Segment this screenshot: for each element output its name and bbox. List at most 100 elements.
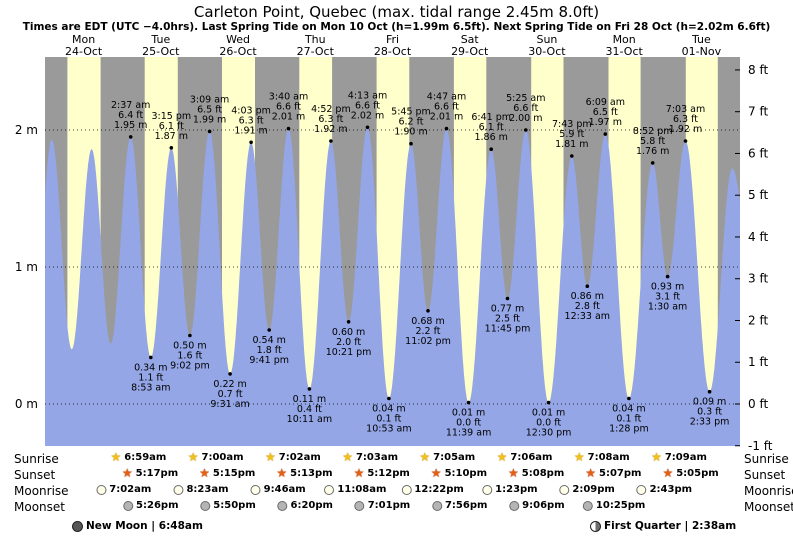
low-tide-dot xyxy=(346,320,351,324)
low-tide-dot xyxy=(665,274,670,279)
row-label-moonset-right: Moonset xyxy=(744,500,793,514)
day-label: Sun 30-Oct xyxy=(528,33,566,58)
sunrise-star-icon: ★ xyxy=(573,450,585,464)
sunrise-time: 7:09am xyxy=(664,452,707,463)
sunrise-star-icon: ★ xyxy=(496,450,508,464)
moonrise-time: 9:46am xyxy=(263,484,306,495)
high-tide-annotation: 4:13 am 6.6 ft 2.02 m xyxy=(348,90,387,121)
y-axis-left-label: 0 m xyxy=(15,397,38,411)
low-tide-annotation: 0.60 m 2.0 ft 10:21 pm xyxy=(326,327,372,358)
sunrise-entry: ★ 7:00am xyxy=(187,450,244,464)
y-axis-right-label: 1 ft xyxy=(748,355,768,369)
low-tide-annotation: 0.86 m 2.8 ft 12:33 am xyxy=(565,291,610,322)
high-tide-annotation: 2:37 am 6.4 ft 1.95 m xyxy=(111,100,150,131)
day-label: Thu 27-Oct xyxy=(297,33,335,58)
moonrise-moon-icon xyxy=(324,484,335,495)
sunset-entry: ★ 5:12pm xyxy=(354,467,410,480)
sunset-star-icon: ★ xyxy=(276,466,288,480)
sunrise-entry: ★ 7:06am xyxy=(496,450,553,464)
y-axis-right-label: 0 ft xyxy=(748,397,768,411)
high-tide-annotation: 4:47 am 6.6 ft 2.01 m xyxy=(427,92,466,123)
low-tide-annotation: 0.34 m 1.1 ft 8:53 am xyxy=(131,362,170,393)
high-tide-annotation: 8:52 pm 5.8 ft 1.76 m xyxy=(633,126,673,157)
high-tide-dot xyxy=(329,139,333,143)
sunrise-entry: ★ 7:02am xyxy=(265,451,321,464)
low-tide-dot xyxy=(707,389,712,394)
low-tide-dot xyxy=(228,372,232,376)
sunrise-time: 7:03am xyxy=(355,452,398,463)
row-label-moonrise-right: Moonrise xyxy=(744,484,793,498)
moonrise-entry: 11:08am xyxy=(324,484,386,496)
moonrise-moon-icon xyxy=(401,484,412,495)
y-axis-left-label: 2 m xyxy=(15,123,38,137)
moonrise-time: 7:02am xyxy=(109,484,152,495)
low-tide-dot xyxy=(505,296,510,301)
sunrise-entry: ★ 6:59am xyxy=(110,450,167,464)
sunset-star-icon: ★ xyxy=(585,466,596,480)
sunrise-time: 7:00am xyxy=(201,452,244,463)
moonrise-time: 2:09pm xyxy=(572,484,615,495)
sunset-entry: ★ 5:10pm xyxy=(431,467,487,480)
page-subtitle: Times are EDT (UTC −4.0hrs). Last Spring… xyxy=(22,21,771,33)
moonset-time: 5:26pm xyxy=(136,500,179,511)
moonrise-time: 11:08am xyxy=(337,484,387,495)
low-tide-annotation: 0.04 m 0.1 ft 10:53 am xyxy=(366,404,411,435)
moonrise-entry: 8:23am xyxy=(173,484,229,496)
high-tide-annotation: 6:09 am 6.5 ft 1.97 m xyxy=(586,97,625,128)
moonrise-entry: 2:43pm xyxy=(636,484,692,496)
sunset-time: 5:15pm xyxy=(212,468,256,479)
low-tide-annotation: 0.77 m 2.5 ft 11:45 pm xyxy=(485,304,531,335)
sunrise-time: 7:02am xyxy=(278,452,321,463)
row-label-sunrise-right: Sunrise xyxy=(744,452,789,466)
y-axis-right-label: 8 ft xyxy=(748,63,768,77)
high-tide-annotation: 3:15 pm 6.1 ft 1.87 m xyxy=(151,111,191,142)
low-tide-dot xyxy=(546,400,551,405)
moonset-moon-icon xyxy=(200,500,211,511)
low-tide-dot xyxy=(387,396,391,401)
row-label-moonrise-left: Moonrise xyxy=(14,484,69,498)
y-axis-right-label: 6 ft xyxy=(748,146,768,160)
first-quarter-label: First Quarter | 2:38am xyxy=(604,520,737,532)
sunrise-star-icon: ★ xyxy=(419,450,431,464)
high-tide-annotation: 4:52 pm 6.3 ft 1.92 m xyxy=(311,104,351,135)
high-tide-annotation: 3:09 am 6.5 ft 1.99 m xyxy=(190,94,229,125)
row-label-sunset-left: Sunset xyxy=(14,468,56,482)
low-tide-annotation: 0.01 m 0.0 ft 11:39 am xyxy=(446,408,491,439)
low-tide-dot xyxy=(188,333,192,338)
high-tide-dot xyxy=(489,147,494,151)
low-tide-annotation: 0.09 m 0.3 ft 2:33 pm xyxy=(690,397,730,428)
sunset-entry: ★ 5:15pm xyxy=(199,467,256,480)
sunrise-star-icon: ★ xyxy=(110,450,122,464)
day-label: Sat 29-Oct xyxy=(451,33,489,58)
low-tide-dot xyxy=(585,284,590,289)
moonset-moon-icon xyxy=(277,500,288,511)
sunrise-time: 7:06am xyxy=(510,452,553,463)
moonrise-entry: 2:09pm xyxy=(559,484,615,496)
moonset-time: 6:20pm xyxy=(290,500,333,511)
sunrise-entry: ★ 7:08am xyxy=(573,450,630,464)
high-tide-dot xyxy=(169,146,174,150)
moonset-entry: 9:06pm xyxy=(509,500,565,512)
moonrise-moon-icon xyxy=(96,484,107,495)
high-tide-annotation: 5:45 pm 6.2 ft 1.90 m xyxy=(391,107,431,138)
sunrise-star-icon: ★ xyxy=(651,450,662,464)
moonset-moon-icon xyxy=(123,500,134,511)
moonrise-moon-icon xyxy=(636,484,647,495)
low-tide-annotation: 0.04 m 0.1 ft 1:28 pm xyxy=(609,404,649,435)
high-tide-dot xyxy=(650,161,655,165)
first-quarter-caption: First Quarter | 2:38am xyxy=(590,520,736,532)
high-tide-dot xyxy=(524,128,528,132)
y-axis-right-label: -1 ft xyxy=(748,439,773,453)
moonrise-entry: 9:46am xyxy=(250,484,306,496)
sunrise-entry: ★ 7:05am xyxy=(419,450,475,464)
sunrise-star-icon: ★ xyxy=(187,450,199,464)
tide-area xyxy=(45,127,740,447)
high-tide-dot xyxy=(444,126,449,131)
sunrise-time: 6:59am xyxy=(124,452,167,463)
high-tide-annotation: 4:03 pm 6.3 ft 1.91 m xyxy=(231,105,271,136)
day-label: Tue 01-Nov xyxy=(682,33,722,58)
y-axis-right-label: 4 ft xyxy=(748,230,768,244)
low-tide-dot xyxy=(149,355,153,360)
row-label-moonset-left: Moonset xyxy=(14,500,65,514)
